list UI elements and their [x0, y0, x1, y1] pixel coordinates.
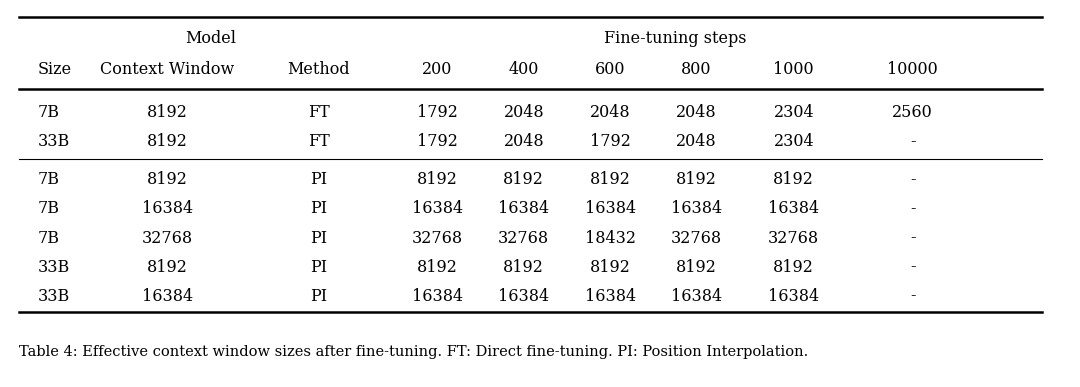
Text: 8192: 8192 [773, 259, 814, 276]
Text: -: - [909, 229, 916, 247]
Text: 8192: 8192 [417, 259, 458, 276]
Text: Size: Size [38, 61, 72, 78]
Text: 33B: 33B [38, 259, 70, 276]
Text: 32768: 32768 [671, 229, 723, 247]
Text: 200: 200 [422, 61, 453, 78]
Text: 800: 800 [681, 61, 712, 78]
Text: 2048: 2048 [676, 133, 717, 150]
Text: PI: PI [310, 288, 327, 305]
Text: Method: Method [287, 61, 350, 78]
Text: 8192: 8192 [147, 133, 188, 150]
Text: -: - [909, 171, 916, 188]
Text: Fine-tuning steps: Fine-tuning steps [604, 30, 746, 47]
Text: 8192: 8192 [590, 259, 631, 276]
Text: 2048: 2048 [503, 104, 544, 121]
Text: 600: 600 [595, 61, 625, 78]
Text: 16384: 16384 [498, 200, 550, 217]
Text: -: - [909, 259, 916, 276]
Text: 8192: 8192 [503, 259, 544, 276]
Text: FT: FT [308, 104, 329, 121]
Text: 2304: 2304 [773, 133, 814, 150]
Text: 1792: 1792 [417, 133, 458, 150]
Text: 32768: 32768 [411, 229, 463, 247]
Text: 1792: 1792 [417, 104, 458, 121]
Text: 7B: 7B [38, 229, 59, 247]
Text: 1000: 1000 [773, 61, 814, 78]
Text: 1792: 1792 [590, 133, 631, 150]
Text: 16384: 16384 [768, 288, 820, 305]
Text: PI: PI [310, 200, 327, 217]
Text: 16384: 16384 [584, 288, 636, 305]
Text: Table 4: Effective context window sizes after fine-tuning. FT: Direct fine-tunin: Table 4: Effective context window sizes … [19, 345, 809, 359]
Text: 8192: 8192 [147, 104, 188, 121]
Text: 8192: 8192 [147, 171, 188, 188]
Text: 16384: 16384 [411, 288, 463, 305]
Text: 7B: 7B [38, 104, 59, 121]
Text: 10000: 10000 [888, 61, 937, 78]
Text: 16384: 16384 [141, 288, 193, 305]
Text: 2304: 2304 [773, 104, 814, 121]
Text: FT: FT [308, 133, 329, 150]
Text: 32768: 32768 [498, 229, 550, 247]
Text: PI: PI [310, 259, 327, 276]
Text: 400: 400 [509, 61, 539, 78]
Text: 16384: 16384 [141, 200, 193, 217]
Text: 32768: 32768 [768, 229, 820, 247]
Text: -: - [909, 133, 916, 150]
Text: 8192: 8192 [676, 171, 717, 188]
Text: PI: PI [310, 229, 327, 247]
Text: 2048: 2048 [503, 133, 544, 150]
Text: 8192: 8192 [503, 171, 544, 188]
Text: 2048: 2048 [590, 104, 631, 121]
Text: 16384: 16384 [768, 200, 820, 217]
Text: 16384: 16384 [671, 288, 723, 305]
Text: 8192: 8192 [676, 259, 717, 276]
Text: 33B: 33B [38, 288, 70, 305]
Text: Model: Model [185, 30, 237, 47]
Text: 2560: 2560 [892, 104, 933, 121]
Text: PI: PI [310, 171, 327, 188]
Text: -: - [909, 288, 916, 305]
Text: 8192: 8192 [590, 171, 631, 188]
Text: 32768: 32768 [141, 229, 193, 247]
Text: 8192: 8192 [773, 171, 814, 188]
Text: 33B: 33B [38, 133, 70, 150]
Text: 16384: 16384 [498, 288, 550, 305]
Text: -: - [909, 200, 916, 217]
Text: 8192: 8192 [147, 259, 188, 276]
Text: 7B: 7B [38, 200, 59, 217]
Text: Context Window: Context Window [100, 61, 234, 78]
Text: 16384: 16384 [671, 200, 723, 217]
Text: 16384: 16384 [584, 200, 636, 217]
Text: 7B: 7B [38, 171, 59, 188]
Text: 16384: 16384 [411, 200, 463, 217]
Text: 2048: 2048 [676, 104, 717, 121]
Text: 18432: 18432 [584, 229, 636, 247]
Text: 8192: 8192 [417, 171, 458, 188]
